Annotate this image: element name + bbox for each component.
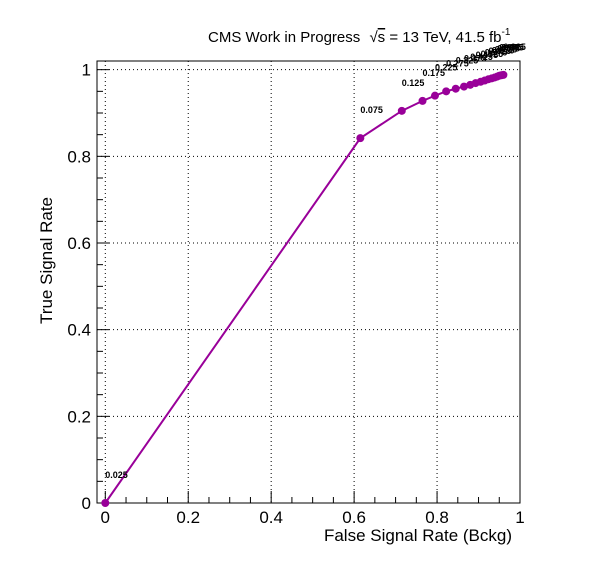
roc-point — [397, 106, 406, 115]
working-point-label: 0.675 — [492, 45, 515, 55]
y-tick-label: 0.2 — [67, 407, 91, 426]
working-point-label: 0.325 — [456, 56, 479, 66]
working-point-label: 0.075 — [360, 105, 383, 115]
working-point-label: 0.575 — [485, 48, 508, 58]
working-point-label: 0.425 — [470, 52, 493, 62]
working-point-label: 0.125 — [402, 78, 425, 88]
x-tick-label: 0.6 — [342, 508, 366, 527]
working-point-label: 0.275 — [446, 58, 469, 68]
roc-point — [499, 70, 508, 79]
x-tick-label: 0.2 — [176, 508, 200, 527]
working-point-label: 0.875 — [501, 42, 524, 52]
x-tick-label: 0 — [101, 508, 110, 527]
working-point-label: 0.725 — [495, 44, 518, 54]
working-point-label: 0.475 — [476, 50, 499, 60]
working-point-label: 0.775 — [497, 44, 520, 54]
working-point-label: 0.525 — [481, 49, 504, 59]
roc-point — [418, 96, 427, 105]
series-layer — [101, 70, 508, 507]
y-tick-label: 0.4 — [67, 321, 91, 340]
x-tick-label: 1 — [515, 508, 524, 527]
x-tick-label: 0.8 — [425, 508, 449, 527]
y-axis-title: True Signal Rate — [37, 197, 56, 324]
working-point-label: 0.225 — [435, 63, 458, 73]
y-tick-label: 0.6 — [67, 234, 91, 253]
y-tick-label: 0 — [82, 494, 91, 513]
plot-frame — [96, 60, 521, 504]
x-axis-title: False Signal Rate (Bckg) — [324, 526, 512, 545]
working-point-label: 0.375 — [464, 54, 487, 64]
roc-point — [442, 87, 451, 96]
working-point-label: 0.825 — [499, 43, 522, 53]
working-point-label: 0.175 — [423, 68, 446, 78]
chart-title: CMS Work in Progress √s = 13 TeV, 41.5 f… — [208, 27, 511, 46]
roc-point — [460, 82, 469, 91]
y-tick-label: 0.8 — [67, 147, 91, 166]
annotation-layer: 0.025 0.075 0.1250.1750.2250.2750.3250.375… — [105, 42, 526, 480]
x-tick-label: 0.4 — [259, 508, 283, 527]
working-point-label: 0.025 — [105, 470, 128, 480]
working-point-label: 0.625 — [488, 46, 511, 56]
roc-point — [451, 84, 460, 93]
sqrt-sign-icon: √ — [369, 29, 378, 46]
working-point-label: 0.925 — [503, 42, 526, 52]
y-tick-label: 1 — [82, 61, 91, 80]
roc-point — [356, 134, 365, 143]
roc-point — [430, 91, 439, 100]
axes: 0 0.2 0.4 0.6 0.8 1 0 0.2 0.4 0.6 0.8 1 — [67, 60, 525, 527]
roc-point — [101, 499, 110, 507]
